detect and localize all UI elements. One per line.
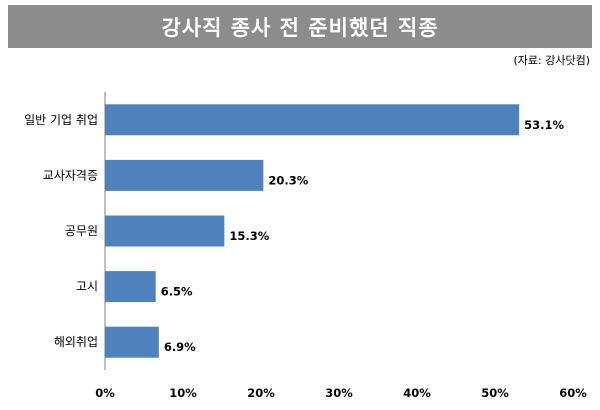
value-label: 15.3% <box>229 229 269 243</box>
value-label: 20.3% <box>268 173 308 187</box>
bars-layer: 일반 기업 취업 53.1% 교사자격증 20.3% 공무원 15.3% 고시 6.5% 해외취… <box>24 104 565 358</box>
x-tick-label: 10% <box>169 386 197 400</box>
x-tick-label: 40% <box>403 386 431 400</box>
category-label: 고시 <box>76 280 98 294</box>
title-bar: 강사직 종사 전 준비했던 직종 <box>8 5 592 48</box>
x-tick-label: 60% <box>559 386 587 400</box>
bar-0 <box>105 104 520 136</box>
value-label: 6.5% <box>161 285 193 299</box>
category-label: 교사자격증 <box>43 168 98 182</box>
category-label: 일반 기업 취업 <box>24 113 98 127</box>
source-note: (자료: 강사닷컴) <box>513 54 590 67</box>
value-label: 53.1% <box>524 118 564 132</box>
value-label: 6.9% <box>164 340 196 354</box>
bar-1 <box>105 159 264 191</box>
category-label: 공무원 <box>65 224 98 238</box>
bar-2 <box>105 215 225 247</box>
x-tick-label: 30% <box>325 386 353 400</box>
x-tick-labels: 0% 10% 20% 30% 40% 50% 60% <box>95 386 587 400</box>
chart-title: 강사직 종사 전 준비했던 직종 <box>161 15 439 40</box>
bar-3 <box>105 271 156 303</box>
category-label: 해외취업 <box>54 335 98 349</box>
bar-4 <box>105 326 159 358</box>
x-tick-label: 50% <box>481 386 509 400</box>
x-tick-label: 0% <box>95 386 115 400</box>
x-tick-label: 20% <box>247 386 275 400</box>
